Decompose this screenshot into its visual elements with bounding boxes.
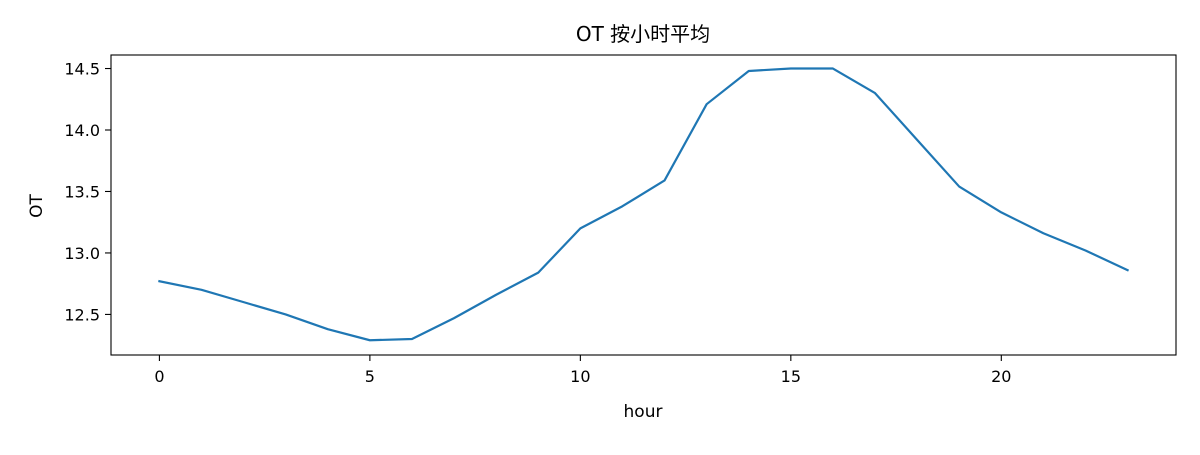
y-tick-label: 13.0: [64, 244, 100, 263]
series-line-0: [158, 67, 1130, 342]
x-tick-label: 0: [154, 367, 164, 386]
y-tick-label: 12.5: [64, 305, 100, 324]
x-tick-label: 20: [991, 367, 1011, 386]
plot-marks: [158, 67, 1130, 342]
x-tick-label: 15: [781, 367, 801, 386]
y-tick-label: 13.5: [64, 182, 100, 201]
y-tick-label: 14.5: [64, 60, 100, 79]
chart-title: OT 按小时平均: [576, 22, 710, 46]
x-axis-label: hour: [624, 402, 663, 422]
axes: 0 5 10 15 20 12.5 13.0 13.5 14.0 14.5: [64, 54, 1177, 386]
y-axis-label: OT: [27, 194, 47, 218]
x-tick-label: 10: [570, 367, 590, 386]
y-tick-label: 14.0: [64, 121, 100, 140]
plot-frame: [110, 54, 1177, 356]
x-tick-label: 5: [365, 367, 375, 386]
